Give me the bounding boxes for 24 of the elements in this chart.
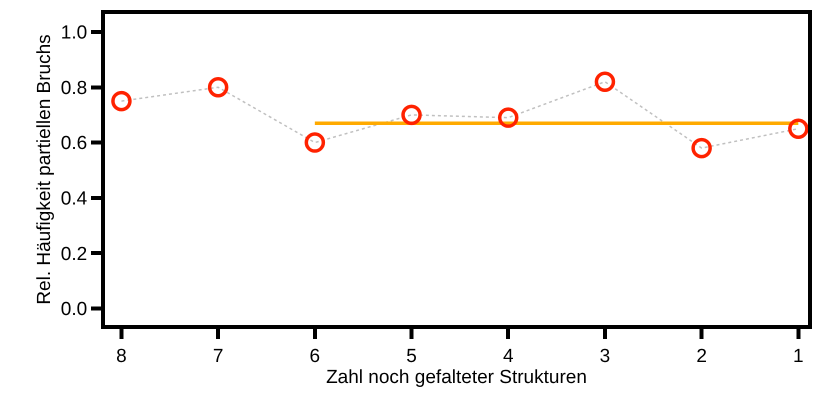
- x-tick-label: 2: [696, 346, 707, 367]
- point: [111, 90, 132, 112]
- point: [304, 132, 326, 153]
- y-axis-title: Rel. Häufigkeit partiellen Bruchs: [34, 34, 56, 305]
- x-tick-label: 4: [502, 346, 514, 367]
- point: [208, 77, 228, 98]
- x-tick-label: 7: [212, 346, 224, 367]
- point: [594, 71, 616, 92]
- x-tick-label: 5: [406, 346, 417, 367]
- y-tick-label: 0.2: [60, 244, 88, 265]
- point: [788, 118, 808, 139]
- x-tick-label: 1: [793, 346, 804, 367]
- point: [498, 107, 518, 128]
- y-tick-label: 0.0: [60, 299, 88, 320]
- x-tick-label: 3: [600, 346, 610, 367]
- y-tick-label: 1.0: [60, 22, 88, 44]
- x-axis-title: Zahl noch gefalteter Strukturen: [326, 366, 587, 388]
- y-tick-label: 0.6: [60, 133, 88, 154]
- point: [691, 138, 712, 158]
- y-tick-label: 0.8: [60, 78, 88, 99]
- y-tick-label: 0.4: [60, 188, 88, 210]
- point: [401, 104, 422, 126]
- x-tick-label: 8: [116, 346, 127, 367]
- x-tick-label: 6: [310, 346, 320, 367]
